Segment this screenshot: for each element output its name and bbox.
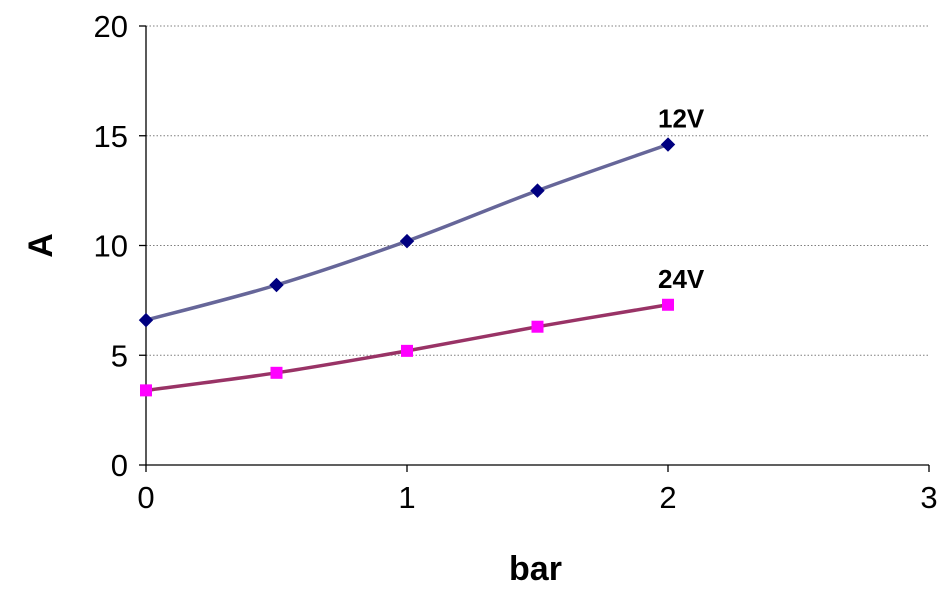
data-point-0-2	[399, 233, 415, 249]
y-tick-label-4: 20	[94, 9, 128, 44]
y-axis-ticks: 0 5 10 15 20	[94, 9, 146, 483]
x-tick-label-1: 1	[398, 480, 415, 515]
y-tick-label-1: 5	[111, 338, 128, 373]
data-point-0-4	[660, 137, 676, 152]
series-1: 24V	[140, 264, 705, 397]
y-tick-label-0: 0	[111, 448, 128, 483]
series: 12V 24V	[138, 104, 705, 397]
x-tick-label-2: 2	[659, 480, 676, 515]
series-label-0: 12V	[658, 104, 705, 134]
y-tick-label-3: 15	[94, 119, 128, 154]
data-point-1-4	[662, 298, 674, 311]
series-line-0	[145, 142, 669, 322]
x-axis-title: bar	[509, 550, 562, 588]
series-label-1: 24V	[658, 264, 705, 294]
x-tick-label-3: 3	[920, 480, 937, 515]
data-point-0-1	[269, 277, 284, 293]
y-axis-title: A	[22, 233, 60, 258]
data-point-0-3	[530, 183, 545, 198]
gridlines	[146, 25, 929, 356]
x-tick-label-0: 0	[137, 480, 154, 515]
data-point-1-3	[531, 320, 544, 333]
data-point-1-0	[140, 384, 152, 397]
data-point-1-2	[401, 344, 413, 357]
series-0: 12V	[138, 104, 705, 328]
data-point-0-0	[138, 312, 154, 328]
data-point-1-1	[270, 366, 283, 379]
x-axis-ticks: 0 1 2 3	[137, 465, 938, 515]
y-tick-label-2: 10	[94, 229, 128, 264]
